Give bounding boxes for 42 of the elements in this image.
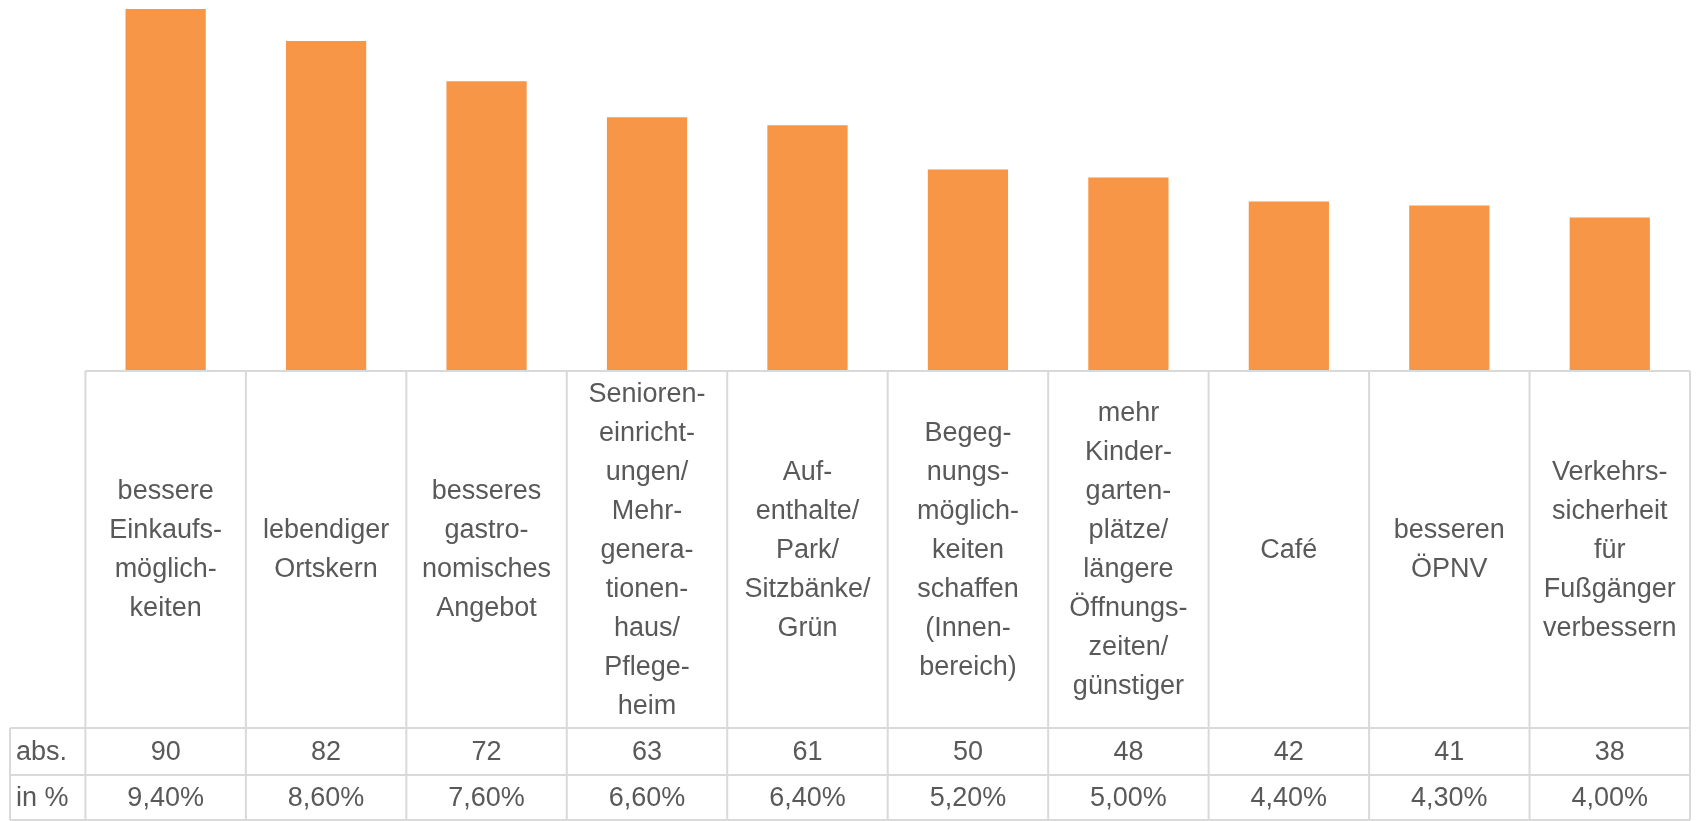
text: 9,40% <box>127 781 204 812</box>
bar <box>125 9 206 370</box>
x-tick-label: lebendiger Ortskern <box>263 514 390 583</box>
text: 5,00% <box>1090 781 1167 812</box>
data-label: 61 <box>792 735 823 766</box>
data-label: 82 <box>311 735 342 766</box>
category-label: Senioren- einricht- ungen/ Mehr- genera- tionen- haus/ Pflege- heim <box>588 377 706 720</box>
x-tick-label: bessere Einkaufs- möglich- keiten <box>109 475 222 622</box>
text: 4,40% <box>1250 781 1328 812</box>
x-tick-label: Begeg- nungs- möglich- keiten schaffen (Innen- bereich) <box>916 416 1019 681</box>
data-label: 90 <box>150 735 181 766</box>
bar <box>767 125 848 370</box>
text: 4,30% <box>1411 781 1488 812</box>
x-tick-label: besseren ÖPNV <box>1393 514 1505 583</box>
data-label: 42 <box>1273 735 1304 766</box>
bar <box>1409 205 1490 370</box>
bar <box>606 117 688 370</box>
data-label: 38 <box>1594 735 1625 766</box>
text: 4,00% <box>1571 781 1649 812</box>
data-label: 50 <box>952 735 983 766</box>
data-label: 48 <box>1113 735 1144 766</box>
bar <box>927 169 1009 370</box>
bar <box>1569 217 1650 370</box>
text: abs. <box>16 735 68 766</box>
x-tick-label: Café <box>1260 533 1318 564</box>
text: 5,20% <box>929 781 1007 812</box>
bar <box>446 81 527 370</box>
bar <box>1248 201 1329 370</box>
text: 8,60% <box>287 781 365 812</box>
data-label: 41 <box>1434 735 1465 766</box>
x-tick-label: mehr Kinder- garten- plätze/ längere Öffnungs- zeiten/ günstiger <box>1069 397 1188 700</box>
text: 7,60% <box>448 781 525 812</box>
text: 6,60% <box>608 781 686 812</box>
data-label: 63 <box>632 735 663 766</box>
x-tick-label: Verkehrs- sicherheit für Fußgänger verbessern <box>1542 455 1677 642</box>
bar <box>1088 177 1169 370</box>
text: in % <box>16 781 69 812</box>
text: 6,40% <box>769 781 846 812</box>
data-label: 72 <box>471 735 502 766</box>
x-tick-label: Auf- enthalte/ Park/ Sitzbänke/ Grün <box>744 455 872 642</box>
bar <box>285 41 367 370</box>
x-tick-label: besseres gastro- nomisches Angebot <box>422 475 552 622</box>
